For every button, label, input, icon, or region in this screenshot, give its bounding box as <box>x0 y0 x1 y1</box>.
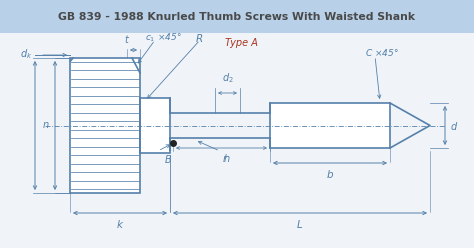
Text: $h$: $h$ <box>223 152 230 164</box>
Bar <box>270 103 390 148</box>
Text: $R$: $R$ <box>195 32 203 44</box>
Text: $B$: $B$ <box>164 153 172 165</box>
Bar <box>140 98 170 153</box>
Text: $r$: $r$ <box>222 153 228 164</box>
Text: $b$: $b$ <box>326 168 334 180</box>
Bar <box>70 58 140 193</box>
Text: $L$: $L$ <box>296 218 303 230</box>
Text: $k$: $k$ <box>116 218 124 230</box>
Text: $d_k$: $d_k$ <box>20 47 32 61</box>
Text: $t$: $t$ <box>124 33 130 45</box>
Text: $n$: $n$ <box>43 121 50 130</box>
Text: GB 839 - 1988 Knurled Thumb Screws With Waisted Shank: GB 839 - 1988 Knurled Thumb Screws With … <box>58 12 416 22</box>
Text: $c_1$ ×45°: $c_1$ ×45° <box>145 32 182 44</box>
Bar <box>0 0 474 33</box>
Text: $d$: $d$ <box>450 120 458 131</box>
Text: Type A: Type A <box>225 38 258 48</box>
Text: $d_2$: $d_2$ <box>222 71 233 85</box>
Text: $C$ ×45°: $C$ ×45° <box>365 48 399 59</box>
